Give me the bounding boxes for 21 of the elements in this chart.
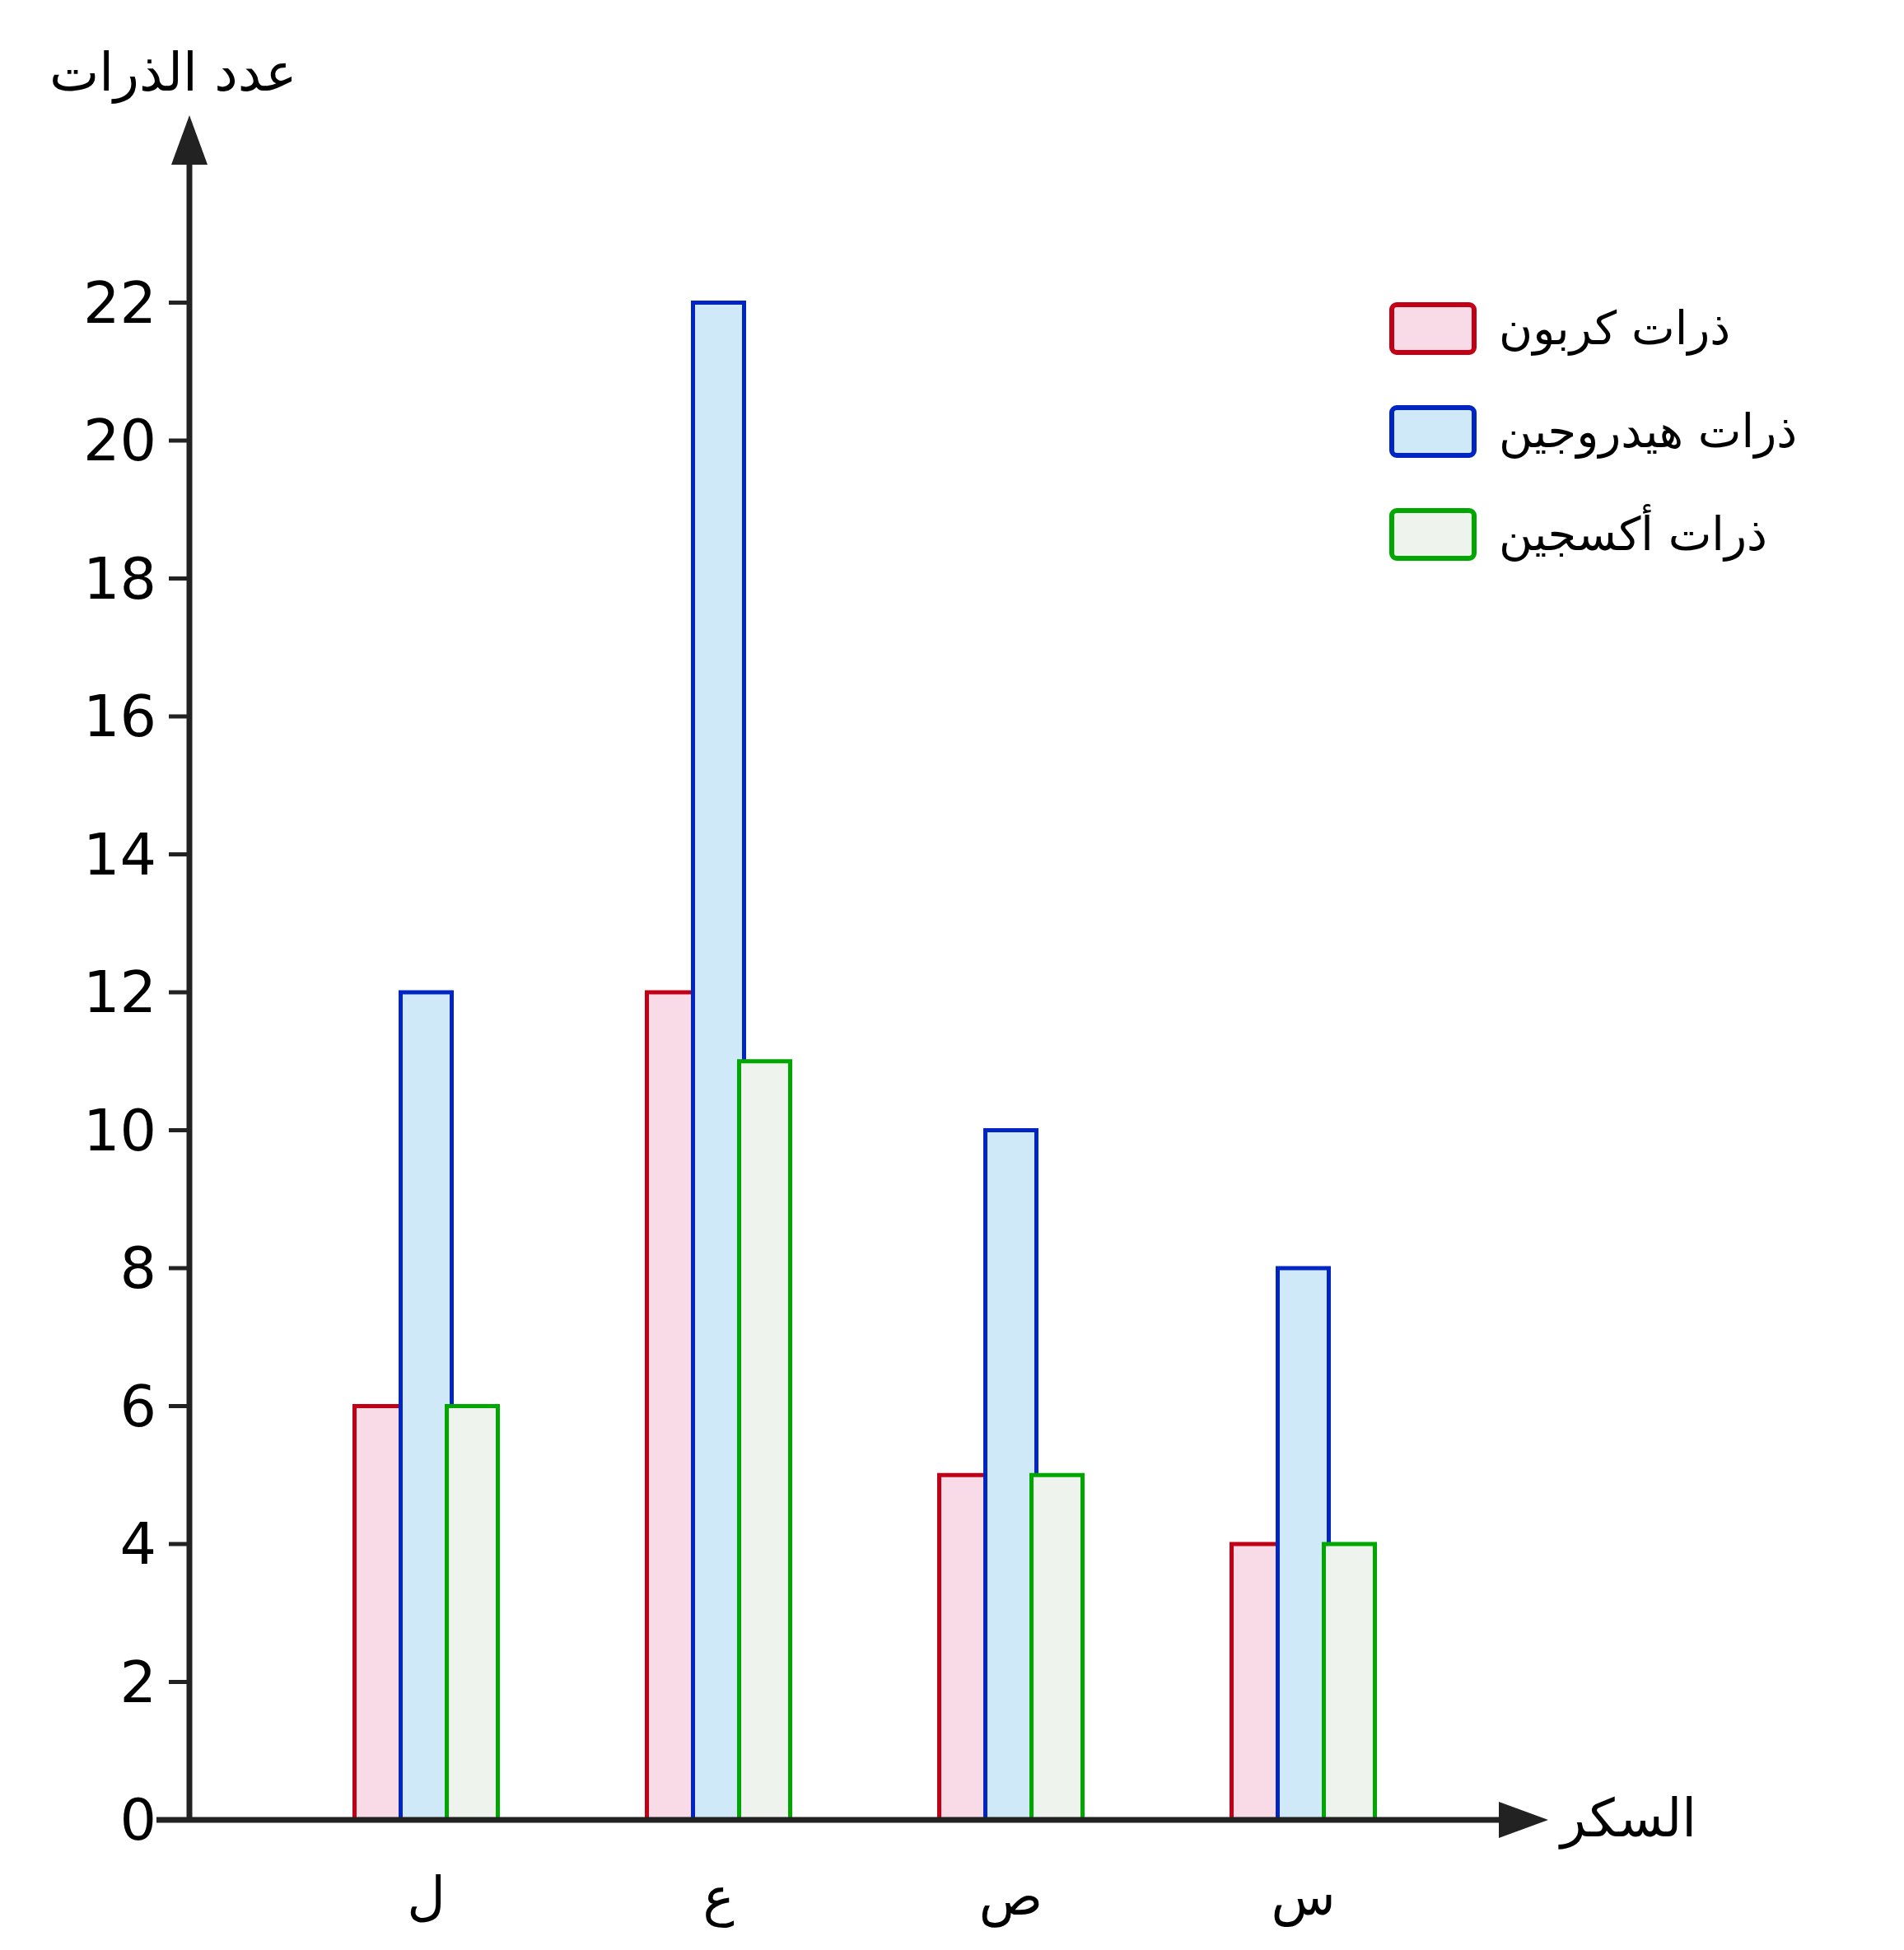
y-axis-title: عدد الذرات bbox=[49, 42, 297, 104]
y-tick-label: 0 bbox=[119, 1786, 156, 1854]
y-tick-label: 18 bbox=[82, 544, 156, 613]
y-tick-label: 10 bbox=[82, 1096, 156, 1164]
legend-label: ذرات أكسجين bbox=[1499, 504, 1767, 562]
legend-label: ذرات هيدروجين bbox=[1499, 404, 1798, 459]
x-tick-label: س bbox=[1271, 1866, 1336, 1927]
y-tick-label: 22 bbox=[82, 268, 156, 337]
x-tick-label: ص bbox=[978, 1866, 1043, 1928]
y-tick-label: 16 bbox=[82, 683, 156, 750]
x-tick-label: ع bbox=[702, 1866, 735, 1928]
legend-label: ذرات كربون bbox=[1499, 301, 1731, 356]
y-tick-label: 14 bbox=[82, 820, 156, 889]
y-tick-label: 4 bbox=[119, 1510, 156, 1578]
y-tick-label: 8 bbox=[119, 1234, 156, 1302]
x-axis-title: السكر bbox=[1558, 1788, 1697, 1850]
y-tick-label: 2 bbox=[119, 1648, 156, 1716]
y-tick-label: 12 bbox=[82, 959, 156, 1026]
y-tick-label: 6 bbox=[119, 1372, 156, 1440]
y-tick-label: 20 bbox=[82, 407, 156, 474]
x-tick-label: ل bbox=[407, 1866, 446, 1927]
